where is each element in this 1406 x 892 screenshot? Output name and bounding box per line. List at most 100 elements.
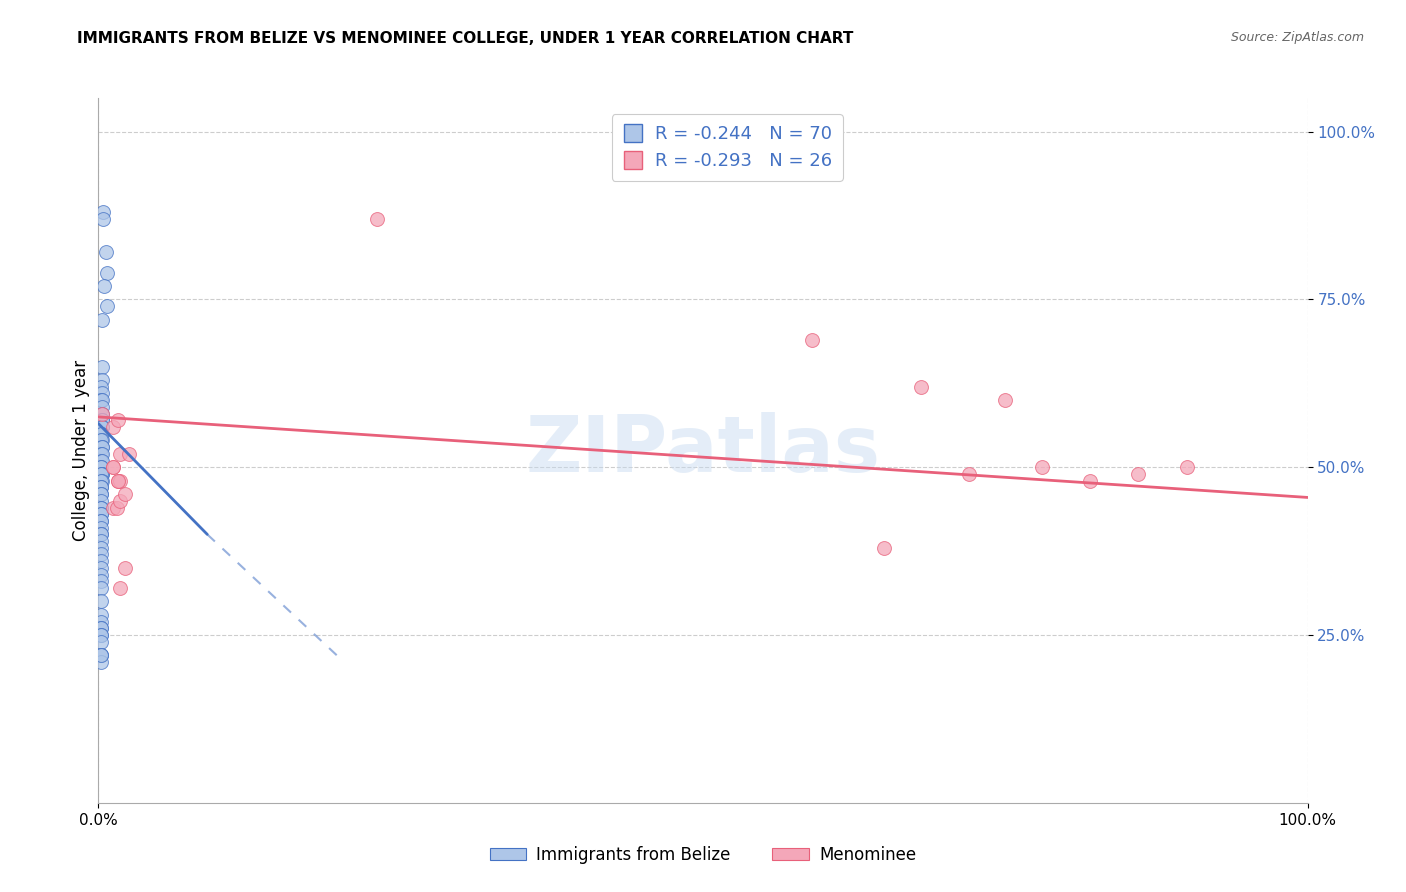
Point — [90, 514, 112, 528]
Point — [90, 453, 112, 467]
Point — [90, 581, 112, 595]
Point — [90, 507, 112, 521]
Point — [91, 407, 114, 421]
Point — [91, 373, 114, 387]
Point — [90, 548, 112, 562]
Point — [90, 467, 112, 481]
Point — [114, 487, 136, 501]
Point — [91, 413, 114, 427]
Point — [108, 447, 131, 461]
Point — [91, 447, 114, 461]
Point — [1078, 474, 1101, 488]
Point — [101, 420, 124, 434]
Point — [90, 460, 112, 475]
Point — [90, 480, 112, 494]
Legend: R = -0.244   N = 70, R = -0.293   N = 26: R = -0.244 N = 70, R = -0.293 N = 26 — [612, 114, 842, 181]
Point — [90, 648, 112, 662]
Point — [90, 460, 112, 475]
Point — [101, 500, 124, 515]
Point — [90, 426, 112, 441]
Point — [90, 493, 112, 508]
Text: ZIPatlas: ZIPatlas — [526, 412, 880, 489]
Point — [90, 500, 112, 515]
Point — [873, 541, 896, 555]
Y-axis label: College, Under 1 year: College, Under 1 year — [72, 359, 90, 541]
Point — [91, 359, 114, 374]
Point — [101, 460, 124, 475]
Point — [1031, 460, 1053, 475]
Point — [91, 467, 114, 481]
Point — [90, 534, 112, 549]
Point — [108, 493, 131, 508]
Point — [91, 453, 114, 467]
Point — [90, 561, 112, 575]
Point — [96, 266, 118, 280]
Point — [91, 474, 114, 488]
Point — [91, 205, 114, 219]
Point — [957, 467, 980, 481]
Point — [105, 500, 128, 515]
Point — [91, 413, 114, 427]
Point — [90, 615, 112, 629]
Point — [90, 474, 112, 488]
Legend: Immigrants from Belize, Menominee: Immigrants from Belize, Menominee — [484, 839, 922, 871]
Point — [91, 407, 114, 421]
Point — [96, 299, 118, 313]
Point — [101, 460, 124, 475]
Point — [90, 607, 112, 622]
Point — [91, 420, 114, 434]
Point — [91, 211, 114, 226]
Point — [91, 420, 114, 434]
Point — [90, 628, 112, 642]
Point — [91, 426, 114, 441]
Point — [93, 279, 115, 293]
Point — [90, 648, 112, 662]
Point — [90, 634, 112, 648]
Point — [107, 474, 129, 488]
Point — [108, 474, 131, 488]
Point — [90, 541, 112, 555]
Point — [90, 487, 112, 501]
Point — [90, 380, 112, 394]
Point — [114, 561, 136, 575]
Point — [91, 434, 114, 448]
Point — [90, 527, 112, 541]
Point — [366, 211, 388, 226]
Text: IMMIGRANTS FROM BELIZE VS MENOMINEE COLLEGE, UNDER 1 YEAR CORRELATION CHART: IMMIGRANTS FROM BELIZE VS MENOMINEE COLL… — [77, 31, 853, 46]
Point — [994, 393, 1017, 408]
Point — [108, 581, 131, 595]
Point — [800, 333, 823, 347]
Point — [91, 386, 114, 401]
Point — [118, 447, 141, 461]
Point — [90, 621, 112, 635]
Point — [90, 567, 112, 582]
Point — [90, 487, 112, 501]
Point — [90, 480, 112, 494]
Point — [91, 312, 114, 326]
Point — [90, 594, 112, 608]
Point — [90, 621, 112, 635]
Point — [91, 440, 114, 454]
Point — [90, 447, 112, 461]
Point — [90, 655, 112, 669]
Point — [90, 500, 112, 515]
Point — [91, 400, 114, 414]
Point — [90, 527, 112, 541]
Point — [94, 245, 117, 260]
Point — [1128, 467, 1150, 481]
Point — [90, 554, 112, 568]
Point — [90, 521, 112, 535]
Point — [107, 413, 129, 427]
Point — [90, 628, 112, 642]
Point — [91, 467, 114, 481]
Point — [90, 393, 112, 408]
Point — [91, 393, 114, 408]
Point — [91, 440, 114, 454]
Text: Source: ZipAtlas.com: Source: ZipAtlas.com — [1230, 31, 1364, 45]
Point — [1175, 460, 1198, 475]
Point — [107, 474, 129, 488]
Point — [90, 434, 112, 448]
Point — [90, 648, 112, 662]
Point — [910, 380, 932, 394]
Point — [90, 574, 112, 589]
